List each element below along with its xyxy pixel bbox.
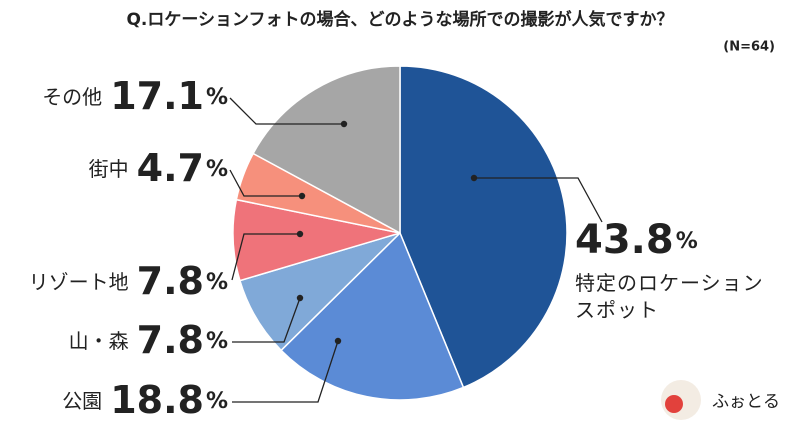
category-label: 山・森 (69, 329, 129, 353)
category-label: 街中 (89, 157, 129, 181)
leader-dot (334, 337, 342, 345)
category-label: 公園 (62, 389, 102, 413)
leader-line (229, 97, 344, 125)
slice-label: 特定のロケーションスポット (575, 271, 764, 322)
chart-title: Q.ロケーションフォトの場合、どのような場所での撮影が人気ですか？ (126, 9, 673, 30)
unit-label: % (206, 85, 228, 110)
leader-line (232, 340, 339, 403)
slice-label: 街中 4.7% (89, 146, 228, 190)
slice-label: 公園 18.8% (62, 378, 228, 422)
leader-dot (470, 174, 478, 182)
pie-slice (280, 231, 465, 401)
value-label: 17.1 (110, 74, 204, 118)
pie-slice (399, 65, 568, 389)
unit-label: % (206, 389, 228, 414)
category-label: リゾート地 (29, 270, 129, 294)
unit-label: % (676, 229, 698, 254)
logo: ふぉとる (661, 380, 780, 420)
leader-dot (298, 192, 306, 200)
leader-dot (296, 294, 304, 302)
logo-icon (665, 395, 683, 413)
unit-label: % (206, 270, 228, 295)
chart-subtitle: (N=64) (723, 40, 775, 55)
leader-line (229, 169, 302, 197)
unit-label: % (206, 329, 228, 354)
leader-dot (340, 120, 348, 128)
pie-slice (252, 65, 401, 235)
value-label: 4.7 (137, 146, 204, 190)
slice-label: 山・森 7.8% (69, 318, 228, 362)
slice-label: その他 17.1% (42, 74, 228, 118)
value-label: 7.8 (137, 259, 204, 303)
value-label: 18.8 (110, 378, 204, 422)
pie (232, 65, 568, 401)
leader-line (232, 297, 301, 343)
category-label: その他 (42, 85, 102, 109)
value-label: 43.8 (575, 217, 674, 263)
leader-line (231, 233, 300, 281)
leader-line (474, 177, 603, 223)
slice-label: リゾート地 7.8% (29, 259, 228, 303)
leader-dot (296, 230, 304, 238)
unit-label: % (206, 157, 228, 182)
slice-label: 43.8% (575, 217, 698, 263)
value-label: 7.8 (137, 318, 204, 362)
logo-text: ふぉとる (712, 392, 780, 412)
